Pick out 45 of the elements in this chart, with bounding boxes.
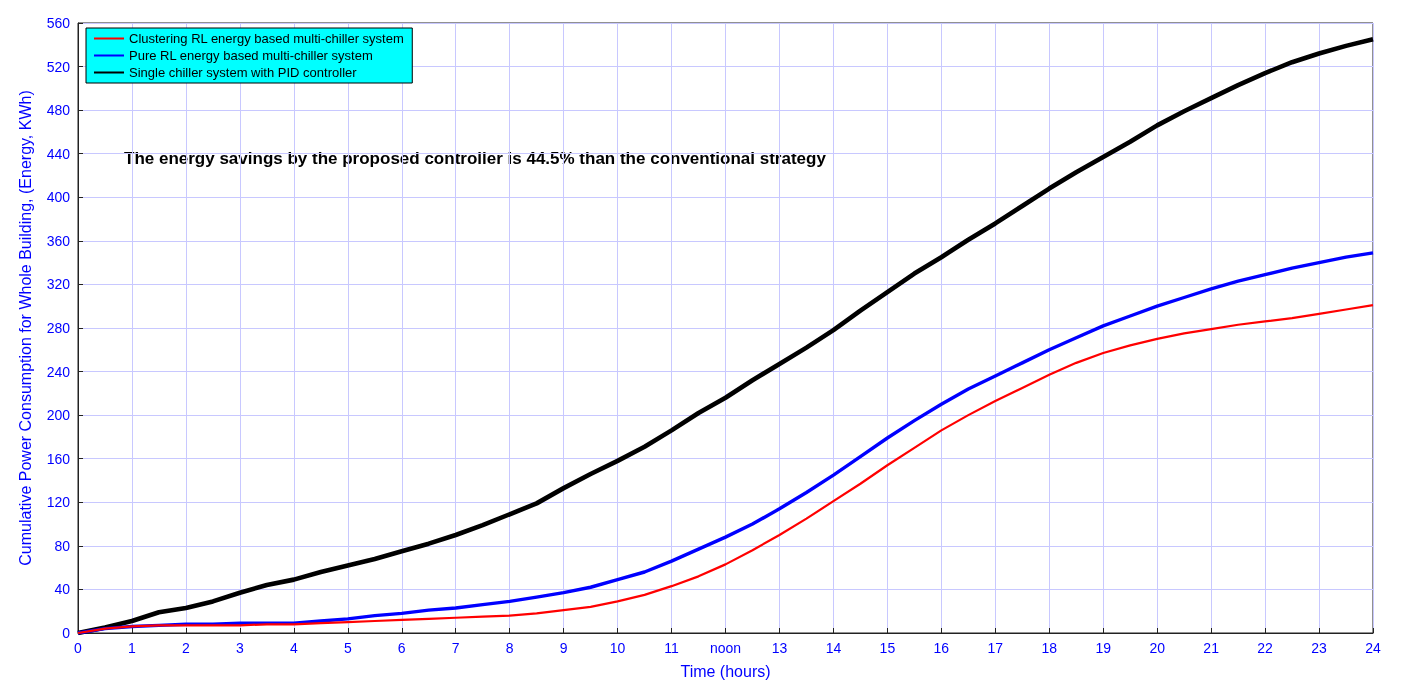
x-tick-label: 16 xyxy=(933,640,950,656)
y-tick-label: 440 xyxy=(46,145,71,162)
x-tick-label: 15 xyxy=(879,640,896,656)
x-tick-label: 17 xyxy=(987,640,1004,656)
legend-label: Pure RL energy based multi-chiller system xyxy=(129,48,373,63)
x-tick-label: 10 xyxy=(609,640,626,656)
x-tick-label: 13 xyxy=(771,640,788,656)
y-tick-label: 80 xyxy=(54,537,71,554)
x-tick-label: 3 xyxy=(235,640,244,656)
y-tick-label: 240 xyxy=(46,363,71,380)
x-tick-label: 0 xyxy=(74,640,83,656)
x-tick-label: 14 xyxy=(825,640,842,656)
x-tick-label: 6 xyxy=(397,640,406,656)
y-axis-title: Cumulative Power Consumption for Whole Building, (Energy, KWh) xyxy=(16,90,34,566)
y-tick-label: 560 xyxy=(46,15,71,31)
legend-label: Clustering RL energy based multi-chiller system xyxy=(129,31,404,46)
x-tick-label: 7 xyxy=(451,640,460,656)
y-tick-label: 280 xyxy=(46,320,71,336)
x-tick-label: 20 xyxy=(1149,640,1166,656)
y-tick-label: 160 xyxy=(46,450,71,467)
x-tick-label: noon xyxy=(709,640,742,656)
y-tick-label: 40 xyxy=(54,581,71,598)
x-tick-label: 24 xyxy=(1365,640,1381,656)
legend-label: Single chiller system with PID controller xyxy=(129,65,358,80)
y-tick-label: 0 xyxy=(62,625,71,641)
x-tick-label: 19 xyxy=(1095,640,1112,656)
y-tick-label: 360 xyxy=(46,232,71,249)
x-tick-label: 11 xyxy=(664,640,680,656)
x-tick-label: 18 xyxy=(1041,640,1058,656)
x-tick-label: 5 xyxy=(343,640,352,656)
x-tick-label: 2 xyxy=(182,640,191,656)
y-tick-label: 520 xyxy=(46,58,71,75)
x-tick-label: 4 xyxy=(289,640,298,656)
x-tick-label: 9 xyxy=(559,640,568,656)
x-tick-label: 21 xyxy=(1203,640,1220,656)
y-tick-label: 480 xyxy=(46,102,71,119)
x-tick-label: 1 xyxy=(128,640,137,656)
x-tick-label: 22 xyxy=(1257,640,1274,656)
x-axis-title: Time (hours) xyxy=(680,662,771,680)
y-tick-label: 200 xyxy=(46,407,71,424)
y-tick-label: 320 xyxy=(46,276,71,293)
x-tick-label: 8 xyxy=(505,640,514,656)
y-tick-label: 120 xyxy=(46,494,71,511)
x-tick-label: 23 xyxy=(1311,640,1328,656)
y-tick-label: 400 xyxy=(46,189,71,206)
